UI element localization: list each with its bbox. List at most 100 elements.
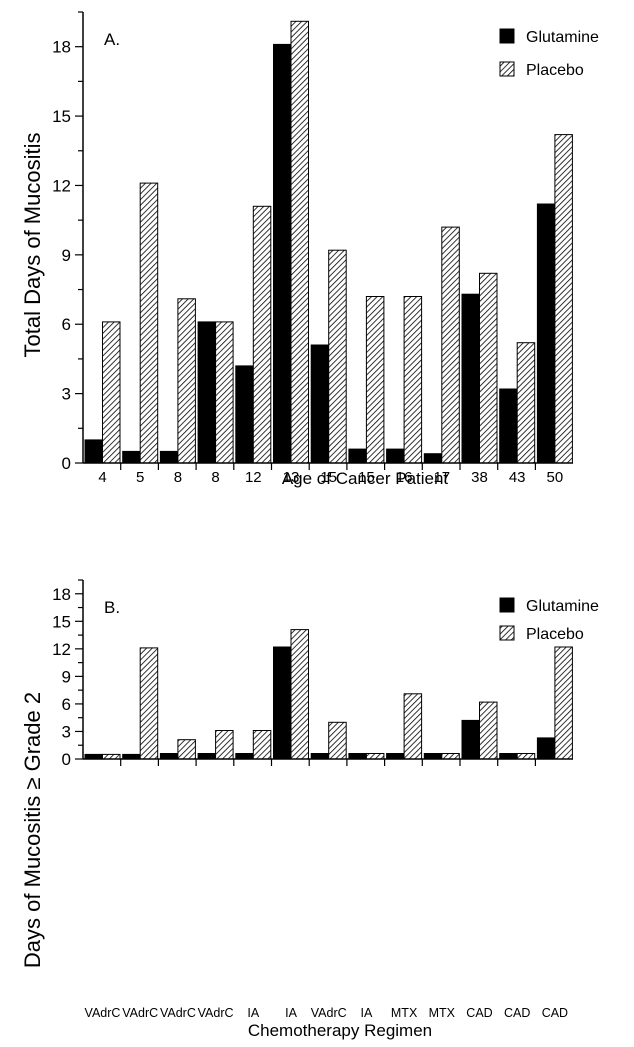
x-tick-label: IA [285, 1006, 297, 1020]
bar-placebo-13 [554, 646, 573, 760]
bar-placebo-3 [177, 739, 196, 760]
bar-placebo-9 [403, 693, 423, 760]
bar-placebo-7 [328, 249, 347, 464]
bar-placebo-2 [139, 182, 159, 464]
x-tick-label: CAD [504, 1006, 530, 1020]
legend-b: Glutamine Placebo [499, 597, 599, 643]
y-tick-label: 12 [52, 640, 71, 659]
x-tick-label: 4 [98, 469, 106, 486]
y-axis-label-a: Total Days of Mucositis [20, 133, 45, 358]
x-tick-label: MTX [429, 1006, 456, 1020]
y-tick-label: 15 [52, 612, 71, 631]
bar-placebo-10 [441, 226, 460, 464]
y-tick-label: 12 [52, 176, 71, 195]
bar-glutamine-9 [386, 753, 405, 760]
legend-swatch-placebo [499, 625, 515, 641]
y-tick-label: 18 [52, 38, 71, 57]
bar-placebo-5 [252, 205, 272, 464]
bar-glutamine-10 [423, 453, 443, 464]
x-tick-label: VAdrC [198, 1006, 234, 1020]
bar-glutamine-6 [273, 43, 292, 464]
bar-placebo-6 [290, 629, 309, 760]
bar-placebo-5 [252, 730, 272, 760]
x-tick-label: 16 [396, 469, 413, 486]
bar-glutamine-12 [499, 753, 518, 760]
x-tick-label: 17 [433, 469, 450, 486]
x-tick-label: 15 [358, 469, 375, 486]
bar-glutamine-7 [310, 344, 330, 464]
x-tick-label: 13 [283, 469, 300, 486]
bar-glutamine-4 [197, 753, 217, 760]
bar-placebo-11 [479, 701, 498, 760]
bar-glutamine-3 [159, 753, 179, 760]
y-tick-label: 15 [52, 107, 71, 126]
bar-placebo-4 [215, 730, 234, 760]
x-tick-label: IA [247, 1006, 259, 1020]
chart-a: 0 3 6 9 12 15 18 4 5 8 8 12 13 15 15 16 17 38 43 50 A. Tota… [20, 11, 599, 488]
legend-swatch-glutamine [499, 597, 515, 613]
bar-placebo-7 [328, 721, 347, 760]
bar-glutamine-10 [423, 753, 443, 760]
x-tick-label: 15 [320, 469, 337, 486]
y-tick-label: 9 [62, 246, 71, 265]
bar-glutamine-6 [273, 646, 292, 760]
x-tick-label: MTX [391, 1006, 418, 1020]
x-tick-label: VAdrC [85, 1006, 121, 1020]
y-tick-label: 18 [52, 585, 71, 604]
legend-label-placebo: Placebo [526, 62, 584, 79]
legend-swatch-placebo [499, 61, 515, 77]
bar-glutamine-5 [235, 753, 254, 760]
x-tick-label: IA [360, 1006, 372, 1020]
y-tick-label: 6 [62, 315, 71, 334]
x-tick-label: VAdrC [122, 1006, 158, 1020]
bar-placebo-8 [365, 753, 385, 760]
bar-glutamine-11 [461, 293, 480, 464]
bar-placebo-6 [290, 20, 309, 464]
y-tick-label: 6 [62, 695, 71, 714]
bar-glutamine-9 [386, 448, 405, 464]
bar-placebo-12 [516, 753, 536, 760]
x-tick-label: 38 [471, 469, 488, 486]
x-tick-label: VAdrC [160, 1006, 196, 1020]
bar-glutamine-11 [461, 719, 480, 760]
x-tick-label: CAD [466, 1006, 492, 1020]
bar-placebo-13 [554, 134, 573, 464]
bar-glutamine-13 [536, 737, 556, 760]
bar-placebo-1 [102, 321, 121, 464]
bar-placebo-9 [403, 296, 423, 464]
bar-glutamine-8 [348, 448, 367, 464]
bar-glutamine-12 [499, 388, 518, 464]
legend-swatch-glutamine [499, 28, 515, 44]
panel-label-b: B. [104, 598, 120, 617]
bar-glutamine-8 [348, 753, 367, 760]
bar-glutamine-5 [235, 365, 254, 464]
bar-glutamine-7 [310, 753, 330, 760]
y-tick-label: 9 [62, 667, 71, 686]
legend-a: Glutamine Placebo [499, 28, 599, 79]
bar-placebo-2 [139, 647, 159, 760]
x-tick-label: 12 [245, 469, 262, 486]
bar-glutamine-13 [536, 203, 556, 464]
legend-label-glutamine: Glutamine [526, 598, 599, 615]
legend-label-placebo: Placebo [526, 626, 584, 643]
y-tick-label: 3 [62, 385, 71, 404]
legend-label-glutamine: Glutamine [526, 29, 599, 46]
x-tick-label: 43 [509, 469, 526, 486]
bar-placebo-3 [177, 298, 196, 464]
y-tick-label: 3 [62, 722, 71, 741]
y-tick-label: 0 [62, 750, 71, 769]
x-axis-label-b: Chemotherapy Regimen [248, 1021, 432, 1040]
bar-glutamine-3 [159, 450, 179, 464]
bar-placebo-11 [479, 272, 498, 464]
x-tick-label: 8 [211, 469, 219, 486]
bar-placebo-10 [441, 753, 460, 760]
bar-glutamine-4 [197, 321, 217, 464]
bar-glutamine-1 [84, 439, 103, 464]
x-tick-label: CAD [542, 1006, 568, 1020]
x-tick-label: 5 [136, 469, 144, 486]
panel-label-a: A. [104, 30, 120, 49]
x-tick-label: 8 [174, 469, 182, 486]
x-axis-label-a: Age of Cancer Patient [282, 469, 449, 488]
bar-placebo-8 [365, 296, 385, 464]
